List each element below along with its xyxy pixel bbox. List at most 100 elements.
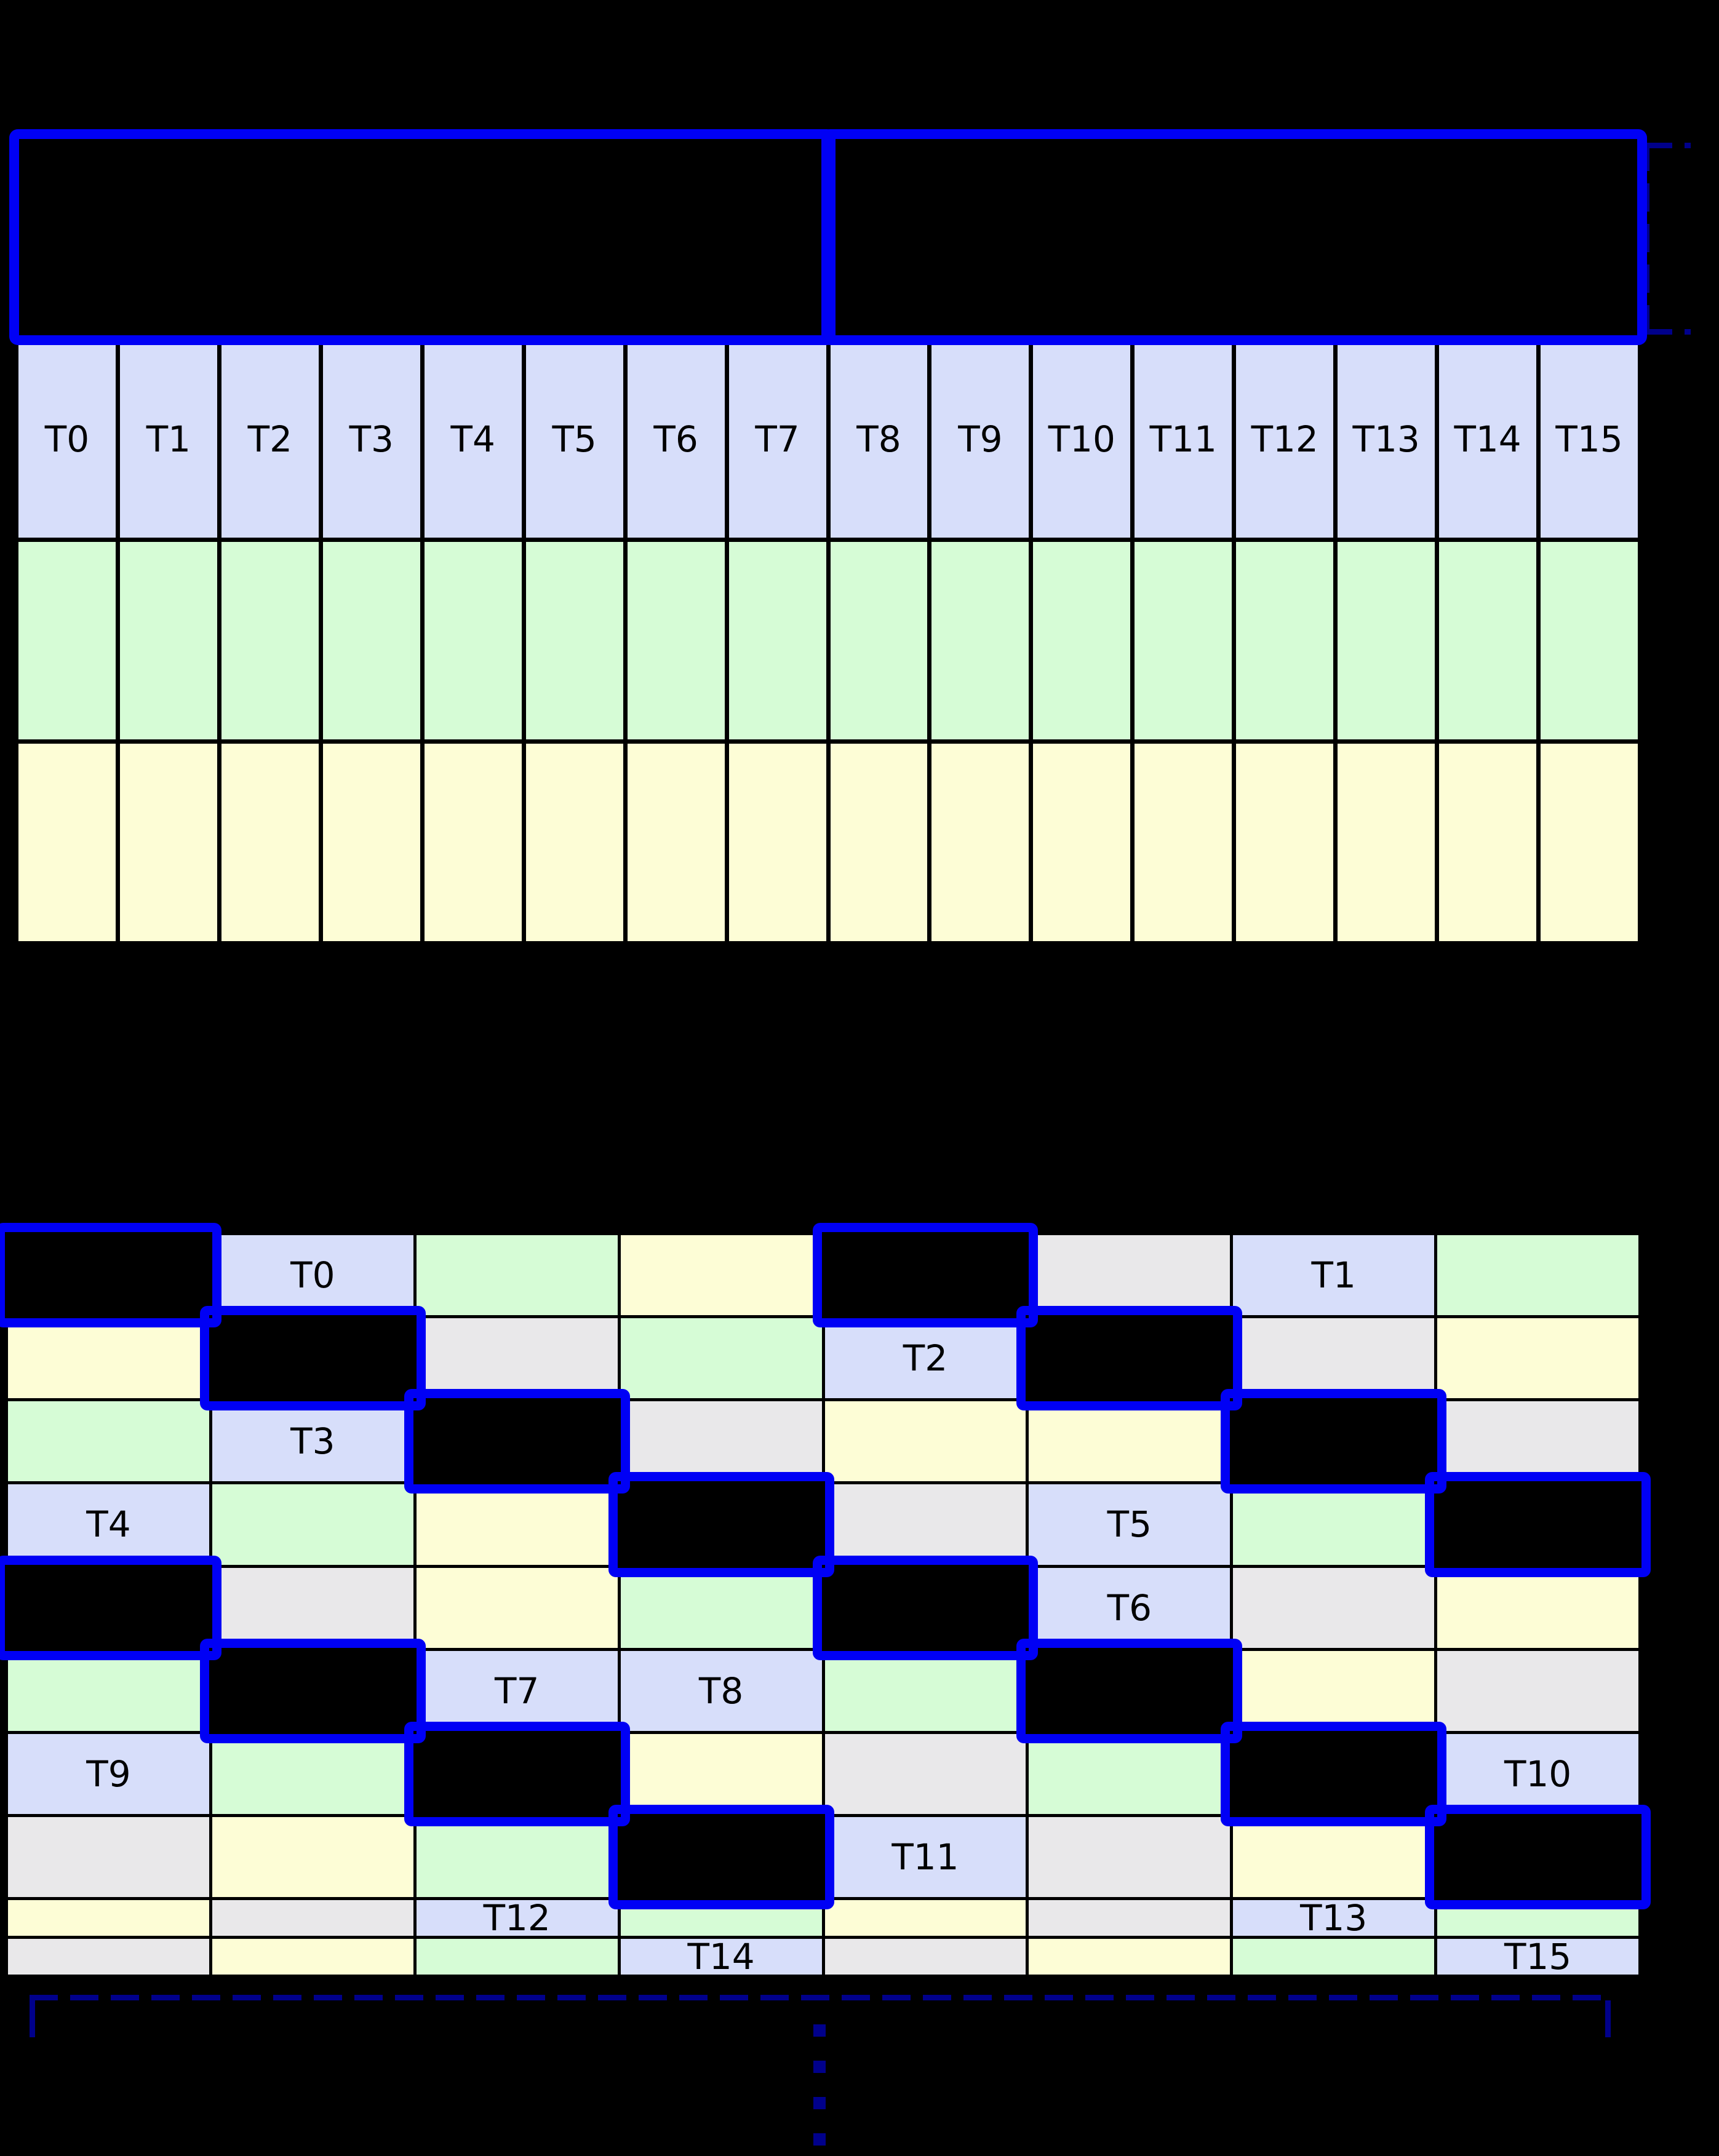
thread-label: T9 (86, 1752, 131, 1795)
bottom-grid-cell (212, 1900, 413, 1936)
thread-cell-outline-T2 (199, 1306, 426, 1411)
top-grid-cell (322, 542, 420, 739)
ellipsis-dot (813, 2133, 826, 2146)
bottom-grid-cell: T11 (824, 1816, 1026, 1897)
bottom-grid-cell: T15 (1437, 1939, 1638, 1975)
row-bracket-top-arm (1644, 143, 1691, 148)
top-grid-cell (830, 744, 928, 941)
bottom-grid-cell (1437, 1900, 1638, 1936)
bottom-grid-cell (8, 1401, 209, 1482)
top-grid-cell (627, 542, 725, 739)
bottom-grid-cell (8, 1318, 209, 1399)
top-grid-cell: T9 (931, 340, 1029, 538)
bottom-grid-cell (620, 1401, 822, 1482)
top-grid-cell: T11 (1135, 340, 1232, 538)
thread-label: T14 (687, 1936, 755, 1978)
top-grid-cell (931, 744, 1029, 941)
bottom-brace-left-tick (30, 2000, 35, 2037)
top-grid-cell (1338, 542, 1435, 739)
thread-cell-outline-T3 (1016, 1306, 1243, 1411)
top-grid-cell: T3 (322, 340, 420, 538)
top-grid-cell (1236, 744, 1334, 941)
thread-label: T13 (1352, 418, 1420, 460)
bottom-grid-cell: T2 (824, 1318, 1026, 1399)
top-grid-cell: T7 (728, 340, 826, 538)
thread-cell-outline-T15 (1425, 1804, 1651, 1909)
top-grid-cell (728, 542, 826, 739)
top-grid-cell: T12 (1236, 340, 1334, 538)
bottom-grid-cell (824, 1484, 1026, 1565)
top-grid-cell (931, 542, 1029, 739)
top-grid-cell: T14 (1439, 340, 1537, 538)
bottom-grid-cell (1233, 1567, 1435, 1648)
bottom-grid-cell (416, 1939, 618, 1975)
thread-label: T0 (44, 418, 90, 460)
thread-label: T0 (290, 1254, 335, 1297)
bottom-grid-cell (620, 1318, 822, 1399)
top-grid-cell (1541, 744, 1638, 941)
thread-label: T9 (958, 418, 1003, 460)
bottom-grid-cell (212, 1567, 413, 1648)
bottom-grid: T0 T1 T2 T3 T4 T5 T6 T7 T8 T9 T10 T11 T12 T13 T14 T15 (0, 1223, 1651, 1978)
bottom-grid-cell: T10 (1437, 1733, 1638, 1814)
bottom-grid-cell (1437, 1235, 1638, 1316)
thread-label: T2 (247, 418, 293, 460)
bottom-brace-right-tick (1605, 2000, 1611, 2037)
thread-label: T5 (1107, 1503, 1152, 1546)
thread-cell-outline-T6 (608, 1472, 834, 1577)
thread-cell-outline-T1 (812, 1223, 1039, 1328)
thread-cell-outline-T4 (404, 1389, 630, 1494)
top-grid-cell: T2 (221, 340, 319, 538)
bottom-grid-cell (1029, 1733, 1230, 1814)
bottom-grid-cell (1233, 1650, 1435, 1731)
top-grid-cell (424, 542, 522, 739)
top-grid-cell (830, 542, 928, 739)
bottom-grid-cell (212, 1733, 413, 1814)
bottom-grid-cell (1233, 1939, 1435, 1975)
bottom-grid-cell (416, 1816, 618, 1897)
warp-group-outline-threads-0-7 (9, 129, 836, 345)
top-grid-cell: T13 (1338, 340, 1435, 538)
bottom-grid-cell: T14 (620, 1936, 822, 1978)
thread-label: T11 (891, 1836, 959, 1878)
row-bracket-bottom-arm (1644, 329, 1691, 335)
bottom-grid-cell (1437, 1567, 1638, 1648)
thread-cell-outline-T9 (812, 1555, 1039, 1660)
top-grid-cell (221, 542, 319, 739)
thread-cell-outline-T5 (1221, 1389, 1447, 1494)
bottom-grid-cell: T0 (212, 1235, 413, 1316)
bottom-grid-cell (1029, 1401, 1230, 1482)
top-grid-cell (1439, 744, 1537, 941)
top-grid-cell (119, 542, 217, 739)
bottom-grid-cell (620, 1733, 822, 1814)
top-grid-cell (18, 744, 116, 941)
bottom-grid-cell (8, 1900, 209, 1936)
thread-cell-outline-T13 (1221, 1721, 1447, 1826)
thread-label: T1 (1311, 1254, 1356, 1297)
thread-cell-outline-T10 (199, 1638, 426, 1743)
top-grid-cell: T10 (1033, 340, 1131, 538)
bottom-grid-cell (416, 1567, 618, 1648)
thread-label: T14 (1454, 418, 1522, 460)
bottom-grid-cell (8, 1816, 209, 1897)
thread-label: T5 (552, 418, 597, 460)
thread-label: T15 (1555, 418, 1623, 460)
bottom-grid-cell (416, 1484, 618, 1565)
thread-label: T11 (1149, 418, 1217, 460)
top-grid-cell (119, 744, 217, 941)
bottom-grid-cell: T6 (1029, 1567, 1230, 1648)
top-grid-cell (424, 744, 522, 941)
top-grid-cell (627, 744, 725, 941)
top-grid-cell: T15 (1541, 340, 1638, 538)
bottom-grid-cell (212, 1816, 413, 1897)
ellipsis-dot (813, 2024, 826, 2037)
top-grid-cell (221, 744, 319, 941)
thread-cell-outline-T11 (1016, 1638, 1243, 1743)
top-grid-cell (1541, 542, 1638, 739)
top-grid-cell (322, 744, 420, 941)
bottom-grid-cell (1029, 1235, 1230, 1316)
top-grid-cell (18, 542, 116, 739)
bottom-grid-cell: T5 (1029, 1484, 1230, 1565)
thread-label: T4 (450, 418, 495, 460)
top-grid-cell (728, 744, 826, 941)
